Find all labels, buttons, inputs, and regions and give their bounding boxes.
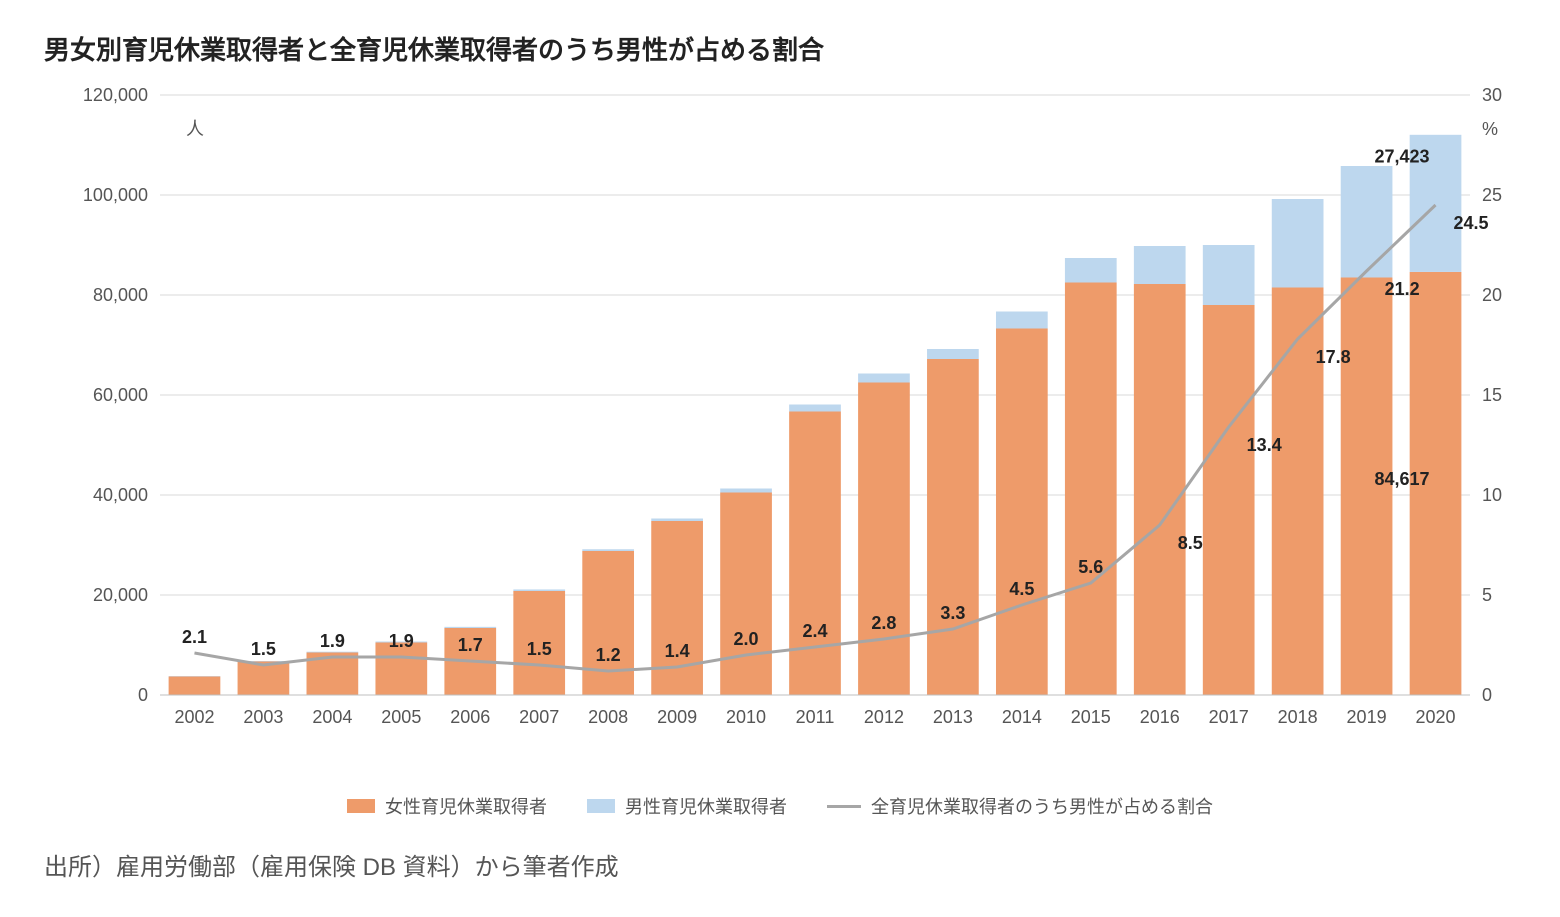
legend-line-swatch	[827, 805, 861, 808]
bar-female	[789, 412, 841, 696]
legend-item: 男性育児休業取得者	[587, 793, 787, 819]
y-right-tick: 30	[1482, 85, 1502, 105]
bar-male	[513, 589, 565, 591]
legend-label: 女性育児休業取得者	[385, 793, 547, 819]
legend-box-swatch	[587, 799, 615, 813]
bar-male	[1341, 166, 1393, 278]
x-tick: 2009	[657, 707, 697, 727]
percent-label: 13.4	[1247, 435, 1282, 455]
y-left-tick: 120,000	[83, 85, 148, 105]
bar-male	[789, 405, 841, 412]
bar-female	[996, 329, 1048, 696]
x-tick: 2015	[1071, 707, 1111, 727]
percent-label: 1.5	[527, 639, 552, 659]
y-right-tick: 5	[1482, 585, 1492, 605]
x-tick: 2012	[864, 707, 904, 727]
x-tick: 2011	[796, 707, 835, 727]
x-tick: 2018	[1278, 707, 1318, 727]
source-note: 出所）雇用労働部（雇用保険 DB 資料）から筆者作成	[44, 847, 1520, 882]
legend-item: 女性育児休業取得者	[347, 793, 547, 819]
percent-label: 3.3	[940, 603, 965, 623]
bar-female	[169, 677, 221, 696]
bar-female	[582, 551, 634, 695]
bar-female	[238, 662, 290, 696]
x-tick: 2010	[726, 707, 766, 727]
x-tick: 2016	[1140, 707, 1180, 727]
bar-female	[1203, 305, 1255, 695]
y-right-tick: 25	[1482, 185, 1502, 205]
x-tick: 2017	[1209, 707, 1249, 727]
y-left-tick: 20,000	[93, 585, 148, 605]
annotation: 84,617	[1374, 469, 1429, 489]
percent-label: 21.2	[1385, 279, 1420, 299]
x-tick: 2020	[1416, 707, 1456, 727]
bar-male	[307, 652, 359, 653]
y-left-unit: 人	[186, 119, 204, 139]
y-left-tick: 100,000	[83, 185, 148, 205]
y-left-tick: 0	[138, 685, 148, 705]
bar-female	[1065, 283, 1117, 696]
bar-male	[1065, 258, 1117, 283]
bar-male	[720, 489, 772, 493]
chart-svg: 0 20,000 40,000 60,000 80,000 100,000 120,000 0…	[40, 75, 1520, 775]
percent-label: 1.9	[389, 631, 414, 651]
legend: 女性育児休業取得者 男性育児休業取得者 全育児休業取得者のうち男性が占める割合	[40, 793, 1520, 819]
percent-label: 4.5	[1009, 579, 1034, 599]
percent-label: 2.4	[802, 621, 827, 641]
percent-label: 5.6	[1078, 557, 1103, 577]
bar-female	[858, 383, 910, 696]
x-tick: 2003	[243, 707, 283, 727]
bar-female	[720, 493, 772, 696]
percent-label: 2.1	[182, 627, 207, 647]
bar-male	[582, 549, 634, 551]
bar-male	[858, 374, 910, 383]
percent-label: 24.5	[1454, 213, 1489, 233]
bar-male	[1203, 245, 1255, 305]
percent-label: 1.5	[251, 639, 276, 659]
percent-label: 1.9	[320, 631, 345, 651]
bar-male	[996, 312, 1048, 329]
x-tick: 2006	[450, 707, 490, 727]
legend-label: 全育児休業取得者のうち男性が占める割合	[871, 793, 1213, 819]
percent-label: 17.8	[1316, 347, 1351, 367]
legend-box-swatch	[347, 799, 375, 813]
x-tick: 2002	[174, 707, 214, 727]
bar-male	[927, 349, 979, 359]
legend-item: 全育児休業取得者のうち男性が占める割合	[827, 793, 1213, 819]
y-right-tick: 0	[1482, 685, 1492, 705]
annotation: 27,423	[1374, 147, 1429, 167]
bar-female	[1134, 284, 1186, 695]
y-right-unit: %	[1482, 119, 1498, 139]
x-tick: 2007	[519, 707, 559, 727]
y-right-tick: 15	[1482, 385, 1502, 405]
bar-male	[444, 627, 496, 628]
percent-label: 2.8	[871, 613, 896, 633]
bar-male	[651, 519, 703, 522]
page: 男女別育児休業取得者と全育児休業取得者のうち男性が占める割合 0 20,000 40…	[0, 0, 1560, 917]
y-right-tick: 10	[1482, 485, 1502, 505]
x-tick: 2008	[588, 707, 628, 727]
x-tick: 2004	[312, 707, 352, 727]
percent-label: 1.2	[596, 645, 621, 665]
percent-label: 1.4	[665, 641, 690, 661]
legend-label: 男性育児休業取得者	[625, 793, 787, 819]
x-tick: 2013	[933, 707, 973, 727]
x-tick: 2014	[1002, 707, 1042, 727]
x-tick: 2019	[1347, 707, 1387, 727]
chart-container: 0 20,000 40,000 60,000 80,000 100,000 120,000 0…	[40, 75, 1520, 795]
bar-female	[927, 359, 979, 695]
chart-title: 男女別育児休業取得者と全育児休業取得者のうち男性が占める割合	[44, 30, 1520, 67]
y-right-tick: 20	[1482, 285, 1502, 305]
bar-male	[1272, 199, 1324, 288]
y-left-tick: 80,000	[93, 285, 148, 305]
bar-male	[1134, 246, 1186, 284]
y-left-tick: 40,000	[93, 485, 148, 505]
percent-label: 1.7	[458, 635, 483, 655]
x-tick: 2005	[381, 707, 421, 727]
percent-label: 2.0	[734, 629, 759, 649]
y-left-tick: 60,000	[93, 385, 148, 405]
percent-label: 8.5	[1178, 533, 1203, 553]
